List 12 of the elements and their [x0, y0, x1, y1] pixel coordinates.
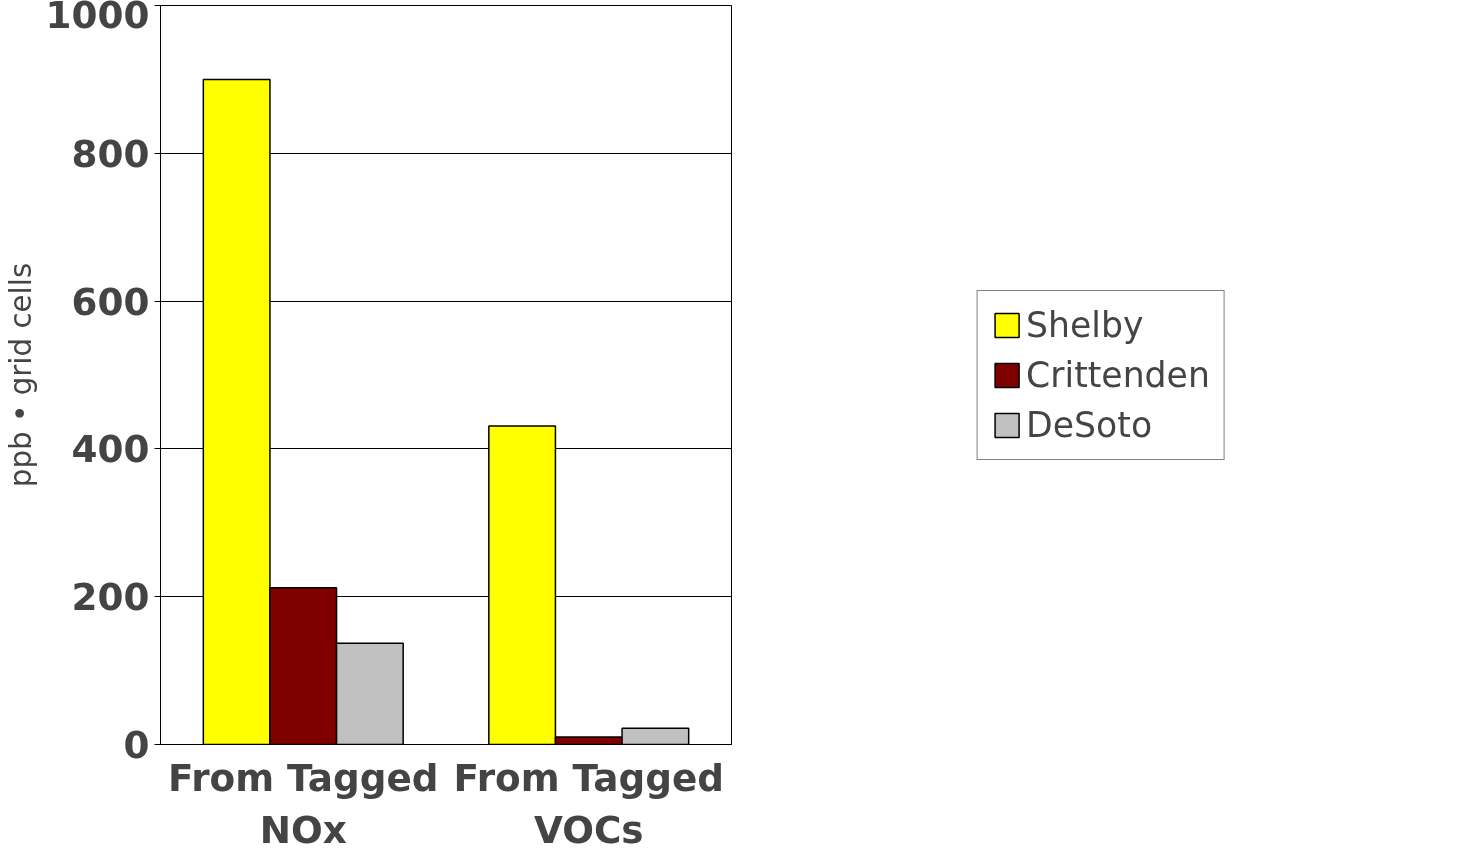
- x-tick-label: From Tagged NOx: [168, 755, 439, 853]
- y-tick-label: 1000: [45, 0, 150, 37]
- legend-label: Crittenden: [1026, 354, 1210, 395]
- y-tick-label: 600: [71, 279, 150, 324]
- y-tick-label: 200: [71, 575, 150, 620]
- legend-label: Shelby: [1026, 304, 1144, 345]
- y-tick-label: 0: [123, 723, 150, 767]
- y-axis-title: ppb • grid cells: [3, 262, 38, 488]
- x-tick-label: From Tagged VOCs: [453, 755, 724, 853]
- y-tick-label: 800: [71, 131, 150, 176]
- y-tick-label: 400: [71, 427, 150, 472]
- legend-label: DeSoto: [1026, 404, 1153, 445]
